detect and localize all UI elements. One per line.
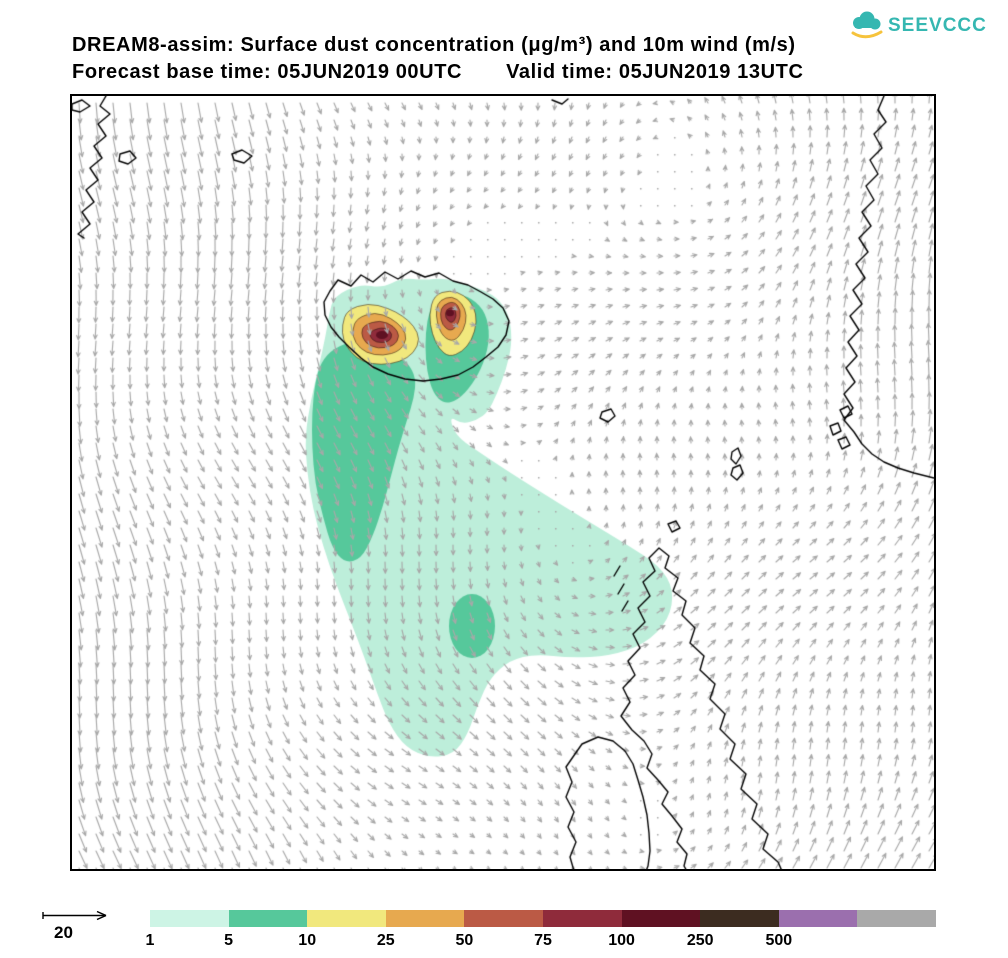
legend-swatches bbox=[150, 910, 936, 927]
wind-reference: 20 bbox=[40, 908, 130, 943]
legend-level-label: 500 bbox=[765, 932, 793, 949]
legend-swatch bbox=[700, 910, 779, 927]
legend-level-label: 25 bbox=[376, 932, 395, 949]
legend-swatch bbox=[621, 910, 701, 927]
legend-swatch bbox=[778, 910, 858, 927]
legend-level-label: 75 bbox=[534, 932, 552, 949]
legend-swatch bbox=[542, 910, 622, 927]
legend-level-label: 50 bbox=[455, 932, 474, 949]
wind-reference-value: 20 bbox=[54, 923, 73, 942]
forecast-base-time: Forecast base time: 05JUN2019 00UTC bbox=[72, 61, 463, 83]
legend-swatch bbox=[857, 910, 936, 927]
legend-level-label: 10 bbox=[298, 932, 317, 949]
valid-time: Valid time: 05JUN2019 13UTC bbox=[506, 61, 804, 83]
seevccc-logo: SEEVCCC bbox=[846, 8, 996, 47]
chart-title: DREAM8-assim: Surface dust concentration… bbox=[72, 34, 796, 56]
map-frame bbox=[70, 94, 936, 871]
legend-level-label: 100 bbox=[608, 932, 635, 949]
legend-level-label: 250 bbox=[686, 932, 714, 949]
legend-swatch bbox=[464, 910, 543, 927]
colorbar-legend: 1 5 10 25 50 75 100 250 500 bbox=[146, 910, 936, 954]
legend-level-label: 5 bbox=[224, 932, 234, 949]
title-block: DREAM8-assim: Surface dust concentration… bbox=[72, 34, 804, 84]
legend-swatch bbox=[228, 910, 308, 927]
legend-swatch bbox=[385, 910, 465, 927]
chart-subtitle: Forecast base time: 05JUN2019 00UTC Valid… bbox=[72, 61, 804, 84]
cloud-icon bbox=[851, 11, 883, 39]
logo-text: SEEVCCC bbox=[888, 15, 987, 36]
wind-reference-arrow-icon bbox=[42, 910, 107, 921]
legend-labels: 1 5 10 25 50 75 100 250 500 bbox=[146, 932, 936, 954]
map-canvas bbox=[72, 96, 934, 869]
legend-swatch bbox=[150, 910, 229, 927]
legend-level-label: 1 bbox=[145, 932, 155, 949]
legend-swatch bbox=[307, 910, 386, 927]
